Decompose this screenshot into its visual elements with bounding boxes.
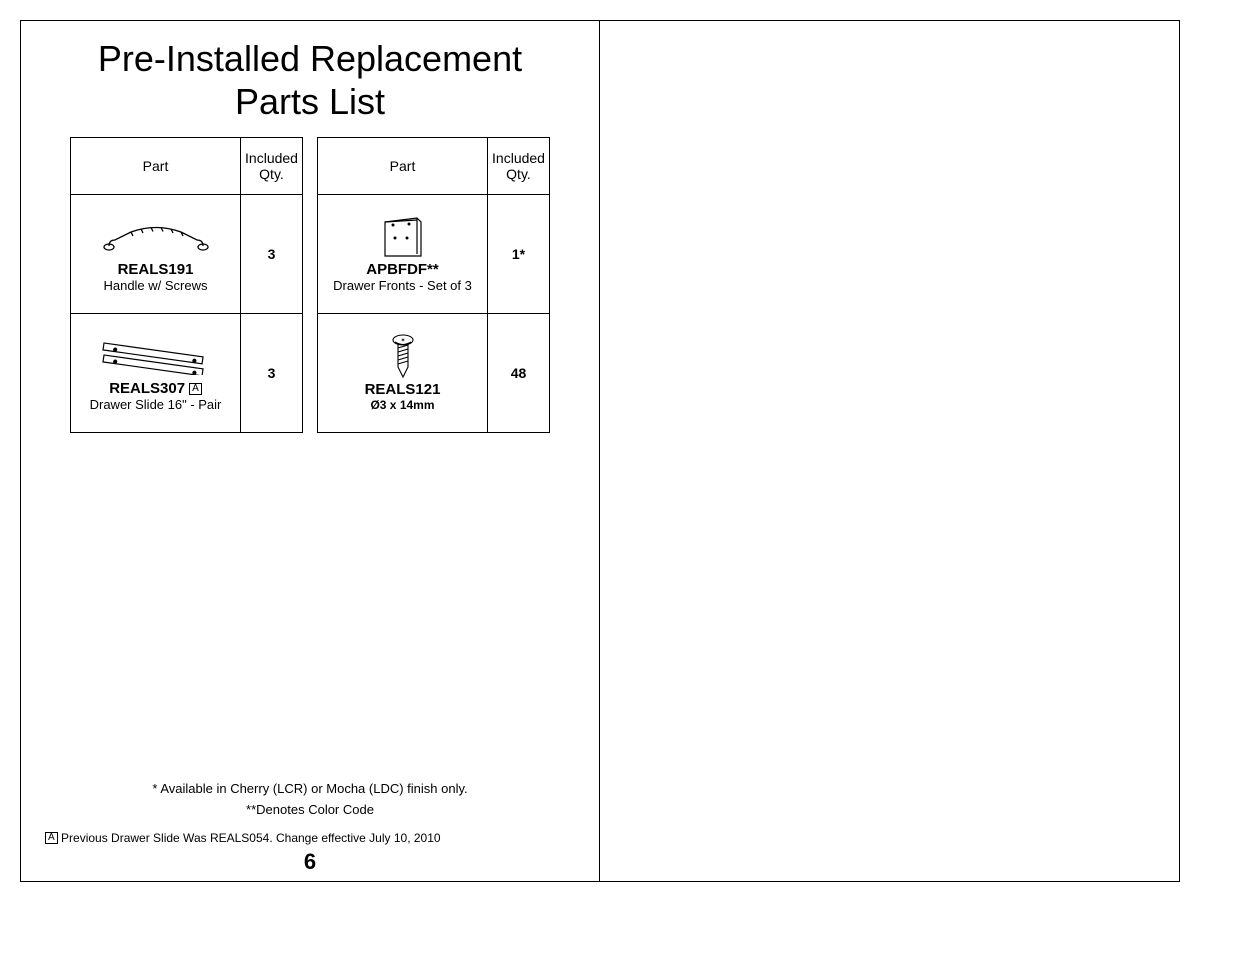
parts-table-left: Part Included Qty. bbox=[70, 137, 303, 433]
title-line-2: Parts List bbox=[235, 81, 385, 122]
part-code: REALS121 bbox=[320, 381, 485, 398]
left-panel: Pre-Installed Replacement Parts List Par… bbox=[21, 21, 600, 881]
part-cell: ✶ REALS121 Ø3 x 14mm bbox=[318, 314, 488, 433]
table-header-row: Part Included Qty. bbox=[318, 138, 550, 195]
revision-badge: A bbox=[45, 832, 58, 844]
footnote-2: **Denotes Color Code bbox=[45, 802, 575, 817]
qty-cell: 1* bbox=[488, 195, 550, 314]
revision-line: A Previous Drawer Slide Was REALS054. Ch… bbox=[45, 831, 575, 845]
footer-notes: * Available in Cherry (LCR) or Mocha (LD… bbox=[45, 775, 575, 875]
revision-note: Previous Drawer Slide Was REALS054. Chan… bbox=[61, 831, 441, 845]
footnote-1: * Available in Cherry (LCR) or Mocha (LD… bbox=[45, 781, 575, 796]
table-row: REALS307 A Drawer Slide 16" - Pair 3 bbox=[71, 314, 303, 433]
header-part: Part bbox=[71, 138, 241, 195]
page-number: 6 bbox=[45, 849, 575, 875]
part-cell: REALS191 Handle w/ Screws bbox=[71, 195, 241, 314]
part-code: APBFDF** bbox=[320, 261, 485, 278]
table-header-row: Part Included Qty. bbox=[71, 138, 303, 195]
drawer-slide-icon bbox=[73, 334, 238, 378]
part-desc: Drawer Fronts - Set of 3 bbox=[320, 278, 485, 294]
svg-text:✶: ✶ bbox=[400, 337, 405, 344]
title-line-1: Pre-Installed Replacement bbox=[98, 38, 522, 79]
part-cell: APBFDF** Drawer Fronts - Set of 3 bbox=[318, 195, 488, 314]
part-desc: Ø3 x 14mm bbox=[320, 398, 485, 412]
header-qty: Included Qty. bbox=[241, 138, 303, 195]
right-panel bbox=[600, 21, 1179, 881]
part-cell: REALS307 A Drawer Slide 16" - Pair bbox=[71, 314, 241, 433]
drawer-front-icon bbox=[320, 215, 485, 259]
table-row: ✶ REALS121 Ø3 x 14mm 48 bbox=[318, 314, 550, 433]
tables-row: Part Included Qty. bbox=[45, 137, 575, 433]
part-desc: Handle w/ Screws bbox=[73, 278, 238, 294]
revision-badge: A bbox=[189, 383, 202, 395]
header-part: Part bbox=[318, 138, 488, 195]
parts-table-right: Part Included Qty. bbox=[317, 137, 550, 433]
table-row: APBFDF** Drawer Fronts - Set of 3 1* bbox=[318, 195, 550, 314]
part-desc: Drawer Slide 16" - Pair bbox=[73, 397, 238, 413]
handle-icon bbox=[73, 215, 238, 259]
page-frame: Pre-Installed Replacement Parts List Par… bbox=[20, 20, 1180, 882]
part-code: REALS307 bbox=[109, 380, 185, 397]
qty-cell: 3 bbox=[241, 314, 303, 433]
qty-cell: 48 bbox=[488, 314, 550, 433]
qty-cell: 3 bbox=[241, 195, 303, 314]
screw-icon: ✶ bbox=[320, 335, 485, 379]
part-code: REALS191 bbox=[73, 261, 238, 278]
table-row: REALS191 Handle w/ Screws 3 bbox=[71, 195, 303, 314]
header-qty: Included Qty. bbox=[488, 138, 550, 195]
page-title: Pre-Installed Replacement Parts List bbox=[45, 37, 575, 123]
